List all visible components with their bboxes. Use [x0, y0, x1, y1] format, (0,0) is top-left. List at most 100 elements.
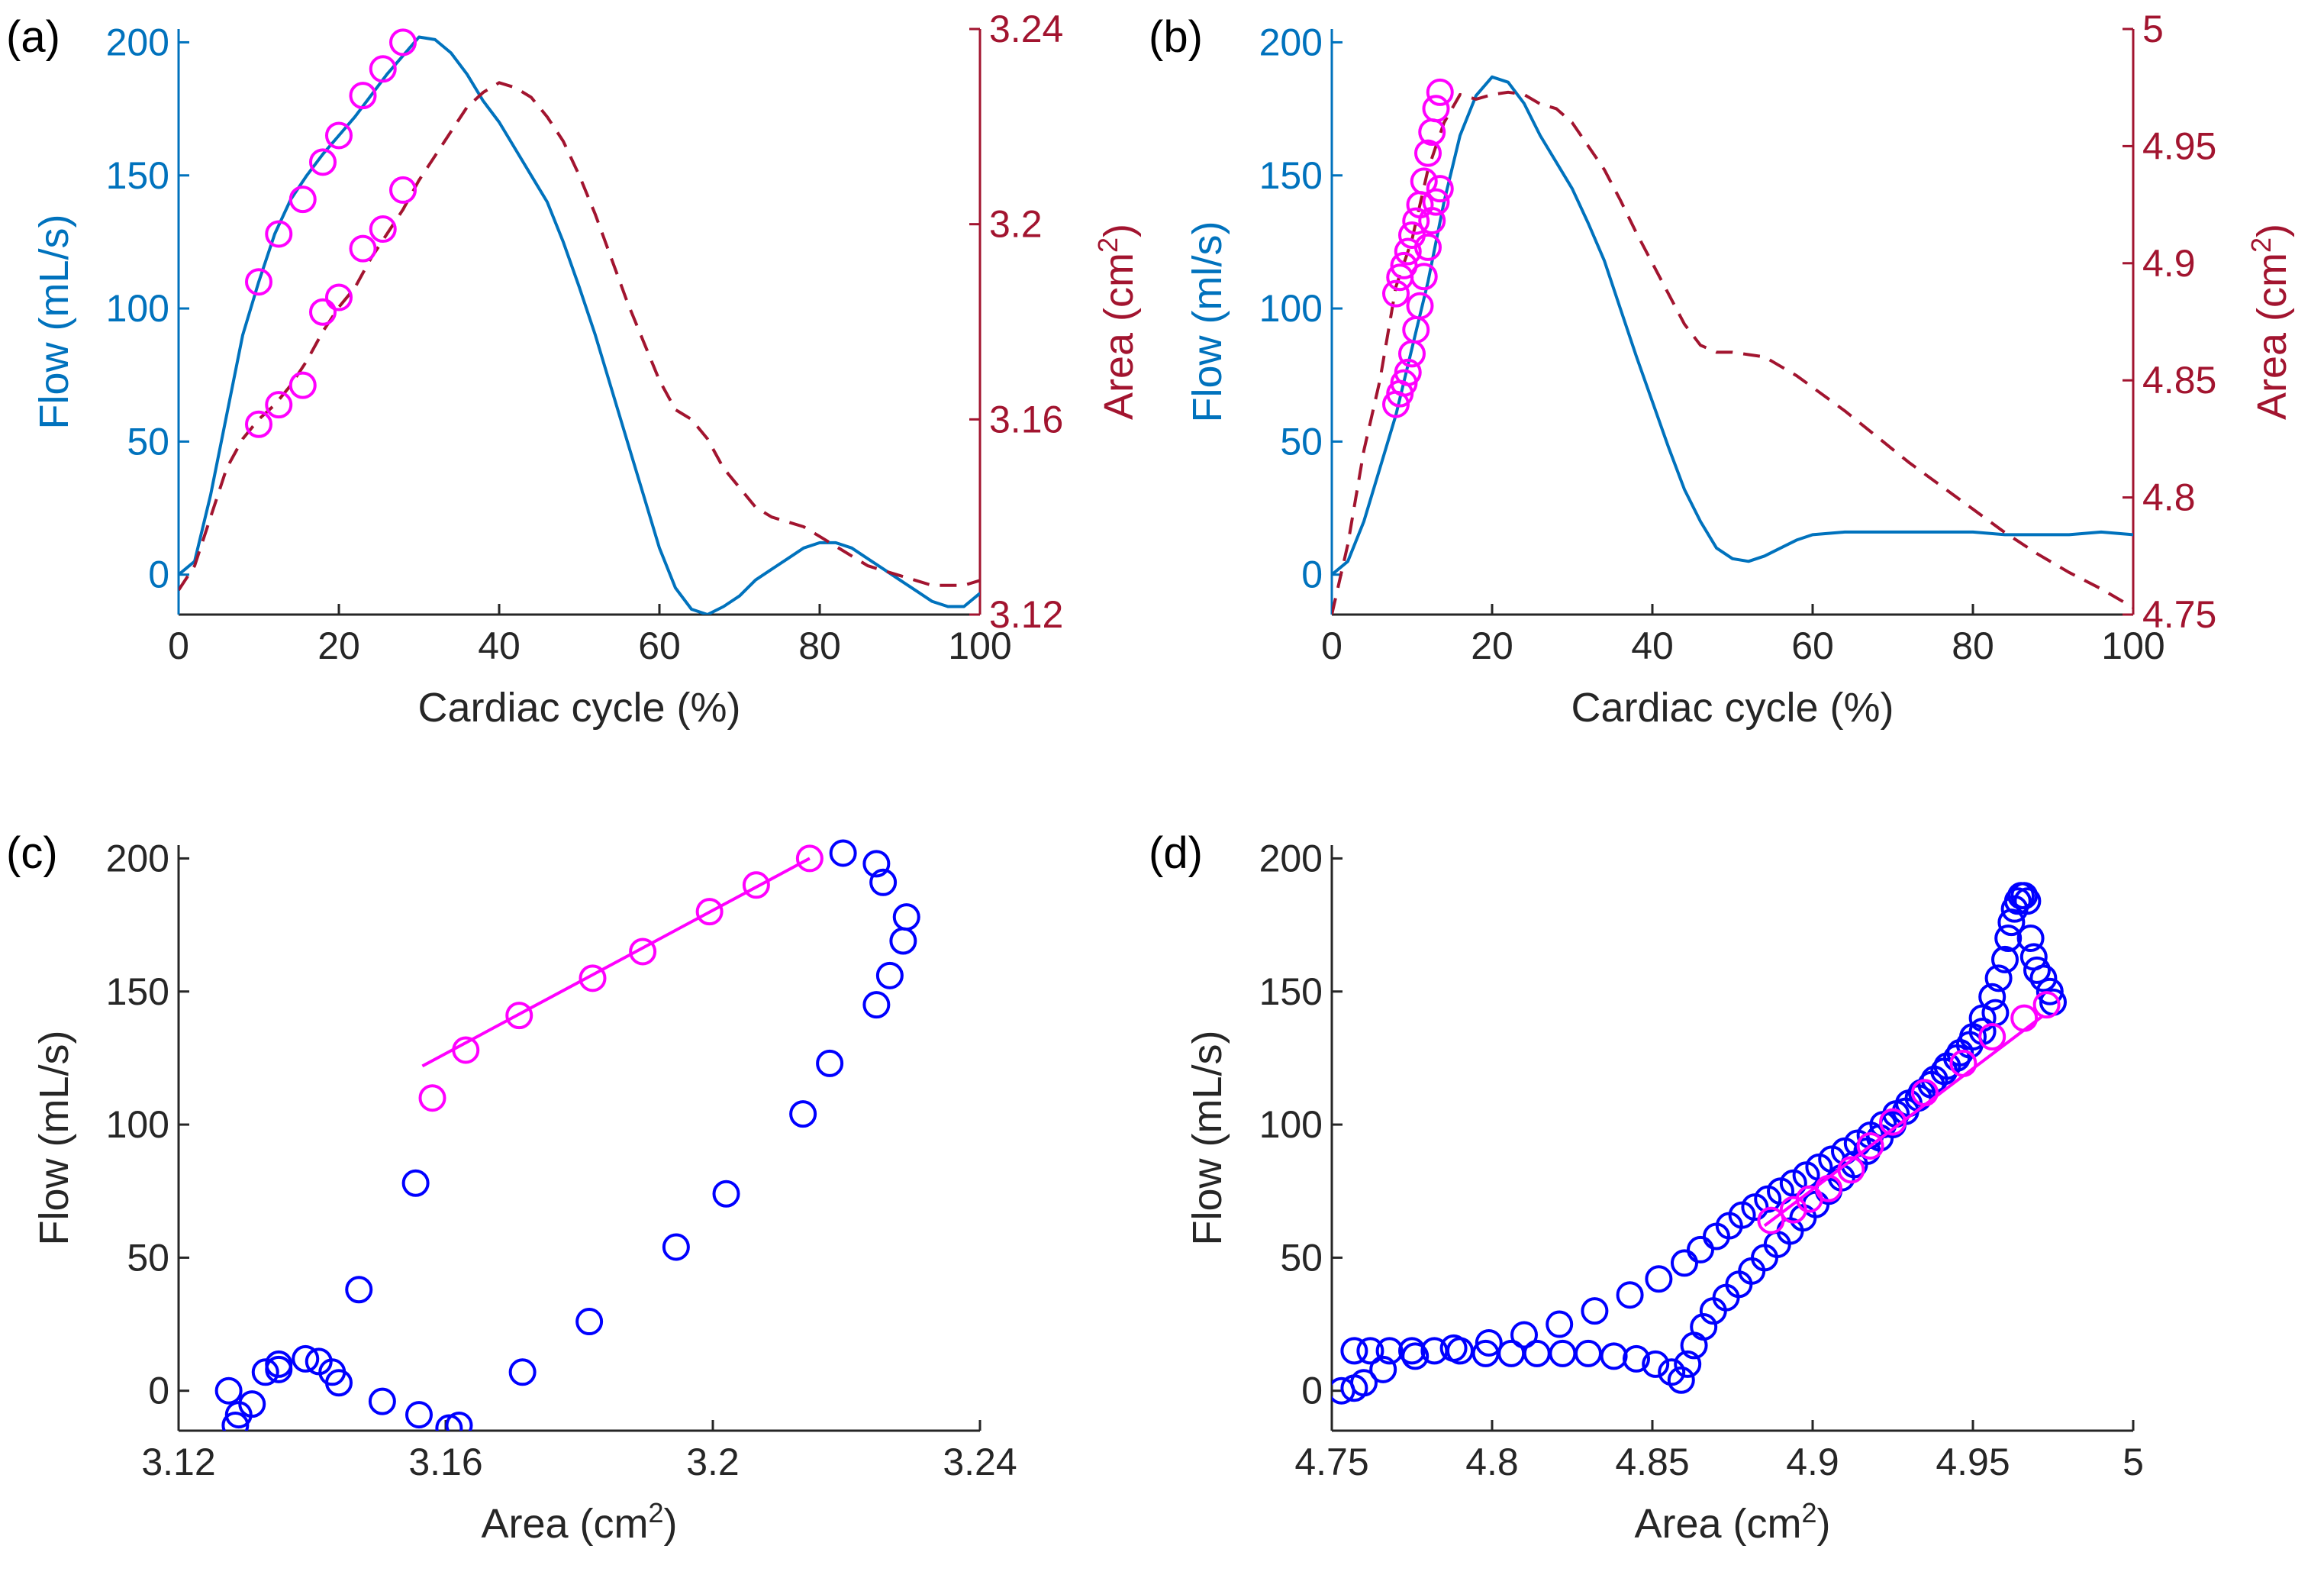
loop-points-marker [2013, 887, 2042, 915]
flow-fit-points-marker [1422, 188, 1450, 216]
loop-points-marker [1616, 1281, 1644, 1309]
area-fit-points-marker [309, 298, 337, 326]
y-axis-left-label: Flow (mL/s) [31, 1031, 77, 1246]
x-tick-label: 80 [1952, 624, 1994, 667]
loop-points-marker [405, 1401, 433, 1429]
loop-points-marker [1994, 925, 2023, 953]
fit-points-marker [1757, 1206, 1785, 1234]
x-tick-label: 60 [1791, 624, 1834, 667]
y-tick-label: 100 [106, 1103, 169, 1146]
y-tick-label: 50 [1280, 420, 1323, 463]
loop-points-marker [1401, 1342, 1430, 1370]
fit-points-marker [418, 1084, 446, 1112]
y-tick-label: 100 [1259, 287, 1323, 330]
loop-points-diastolic--marker [1356, 1337, 1384, 1365]
loop-points-marker [1978, 983, 2007, 1011]
loop-points-marker [214, 1376, 243, 1405]
plot-area [179, 28, 980, 615]
loop-points-marker [1369, 1355, 1397, 1383]
loop-points-marker [2029, 964, 2058, 992]
loop-points-diastolic--marker [1674, 1350, 1702, 1378]
y-axis-left-label: Flow (mL/s) [1185, 1031, 1230, 1246]
area-fit-points-marker [1414, 139, 1442, 167]
flow-fit-points-marker [1406, 292, 1434, 320]
loop-points-marker [1546, 1310, 1574, 1338]
y-tick-label: 0 [1301, 1370, 1323, 1412]
x-tick-label: 3.16 [408, 1441, 482, 1483]
fit-points-marker [2032, 991, 2061, 1019]
fit-line-line [1763, 1014, 2045, 1228]
loop-points-marker [2036, 977, 2064, 1005]
loop-points-marker [221, 1412, 250, 1431]
y-right-tick-label: 3.2 [989, 203, 1043, 246]
panel-a: (a) 0 20 40 60 80 100 Cardiac cycle (%) 0 50 100 15… [6, 8, 1142, 731]
y-tick-label: 200 [106, 837, 169, 879]
area-fit-points-marker [265, 391, 293, 419]
panel-label: (c) [6, 828, 58, 878]
loop-points-diastolic--marker [1375, 1337, 1404, 1365]
area-fit-points-marker [1382, 279, 1410, 308]
y-tick-label: 50 [127, 420, 169, 463]
y-axis-right-label: Area (cm2) [2245, 224, 2296, 420]
loop-points-marker [1687, 1235, 1714, 1263]
x-tick-label: 80 [798, 624, 841, 667]
flow-fit-points-marker [325, 121, 353, 150]
x-tick-label: 4.9 [1786, 1441, 1839, 1483]
loop-points-marker [1671, 1249, 1698, 1277]
panel-c: (c) 3.12 3.16 3.2 3.24 Area (cm2) 0 50 100 150 200… [6, 828, 1017, 1547]
x-axis-label: Cardiac cycle (%) [417, 685, 740, 731]
loop-points-diastolic--marker [1600, 1342, 1628, 1370]
area-fit-points-marker [1394, 237, 1422, 266]
loop-points-marker [662, 1233, 690, 1261]
loop-points-marker [892, 903, 920, 931]
loop-points-marker [862, 850, 891, 878]
loop-points-marker [2010, 882, 2039, 910]
x-tick-label: 4.95 [1936, 1441, 2010, 1483]
x-tick-label: 100 [2101, 624, 2164, 667]
loop-points-marker [2003, 887, 2032, 915]
flow-fit-points-marker [245, 268, 272, 296]
flow-fit-points-marker [389, 28, 417, 56]
loop-points-marker [1581, 1297, 1609, 1325]
flow-fit-points-marker [1426, 175, 1454, 203]
loop-points-marker [862, 991, 891, 1019]
x-tick-label: 5 [2123, 1441, 2144, 1483]
loop-points-marker [575, 1308, 604, 1336]
area-fit-points-marker [389, 176, 417, 204]
plot-area [1332, 882, 2067, 1405]
loop-points-diastolic--marker [1658, 1358, 1686, 1386]
loop-points-marker [401, 1169, 430, 1197]
loop-points-diastolic--marker [1642, 1350, 1670, 1378]
loop-points-marker [2023, 956, 2051, 984]
y-tick-label: 0 [148, 553, 169, 596]
y-right-tick-label: 4.75 [2142, 593, 2216, 636]
x-tick-label: 4.75 [1294, 1441, 1368, 1483]
y-right-tick-label: 3.16 [989, 398, 1063, 441]
loop-points-diastolic--marker [1340, 1337, 1368, 1365]
y-axis-right-label: Area (cm2) [1092, 224, 1143, 420]
area-fit-points-marker [245, 410, 272, 438]
y-right-tick-label: 4.95 [2142, 124, 2216, 167]
y-tick-label: 0 [1301, 553, 1323, 596]
y-tick-label: 50 [127, 1236, 169, 1279]
loop-points-marker [1991, 945, 2019, 973]
area-fit-points-marker [369, 215, 397, 244]
plot-area [1332, 75, 2133, 615]
x-tick-label: 100 [948, 624, 1011, 667]
loop-points-marker [1350, 1369, 1378, 1397]
area-line [179, 81, 980, 592]
loop-points-marker [238, 1390, 266, 1418]
y-tick-label: 0 [148, 1370, 169, 1412]
x-tick-label: 40 [1631, 624, 1674, 667]
loop-points-marker [292, 1344, 320, 1373]
area-fit-points-marker [288, 371, 317, 399]
loop-points-marker [508, 1358, 537, 1386]
loop-points-marker [325, 1369, 353, 1397]
fit-points-marker [695, 898, 724, 926]
y-tick-label: 150 [106, 154, 169, 197]
area-fit-points-marker [349, 234, 377, 263]
y-right-tick-label: 4.9 [2142, 242, 2196, 285]
loop-points-marker [251, 1358, 279, 1386]
panel-d: (d) 4.75 4.8 4.85 4.9 4.95 5 Area (cm2) 0 50 100 15… [1149, 828, 2144, 1547]
x-tick-label: 3.24 [943, 1441, 1017, 1483]
